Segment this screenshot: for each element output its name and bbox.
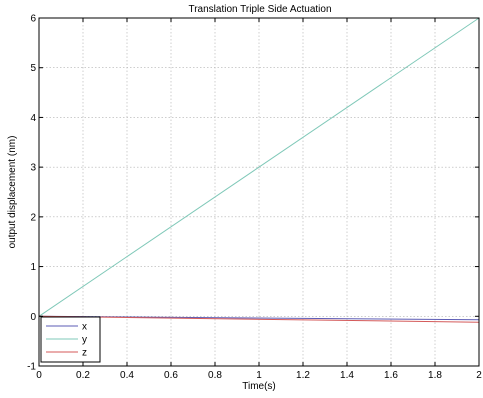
legend: xyz xyxy=(40,316,101,363)
chart-title: Translation Triple Side Actuation xyxy=(188,4,331,15)
y-tick-label: -1 xyxy=(27,362,36,373)
y-tick-label: 5 xyxy=(30,63,36,74)
plot-area xyxy=(38,17,480,367)
y-tick-label: 0 xyxy=(30,312,36,323)
y-axis-label: output displacement (nm) xyxy=(7,136,18,249)
x-tick-label: 0 xyxy=(36,370,42,381)
x-tick-label: 0.8 xyxy=(208,370,222,381)
x-tick-label: 0.6 xyxy=(164,370,178,381)
x-tick-label: 1 xyxy=(256,370,262,381)
x-tick-label: 1.6 xyxy=(384,370,398,381)
x-tick-label: 1.4 xyxy=(340,370,354,381)
x-tick-label: 1.8 xyxy=(428,370,442,381)
y-tick-label: 4 xyxy=(30,113,36,124)
x-axis-label: Time(s) xyxy=(242,381,276,392)
series-lines xyxy=(38,17,480,323)
legend-label-y: y xyxy=(82,335,87,346)
x-tick-label: 2 xyxy=(476,370,482,381)
series-line-y xyxy=(38,17,480,317)
grid xyxy=(39,18,479,366)
x-tick-label: 0.2 xyxy=(76,370,90,381)
legend-label-z: z xyxy=(82,348,87,359)
y-tick-label: 3 xyxy=(30,163,36,174)
tick-marks xyxy=(38,17,480,367)
y-tick-label: 2 xyxy=(30,212,36,223)
x-tick-label: 0.4 xyxy=(120,370,134,381)
series-line-z xyxy=(38,315,480,323)
x-tick-label: 1.2 xyxy=(296,370,310,381)
y-tick-label: 1 xyxy=(30,262,36,273)
y-tick-label: 6 xyxy=(30,14,36,25)
legend-label-x: x xyxy=(82,322,87,333)
